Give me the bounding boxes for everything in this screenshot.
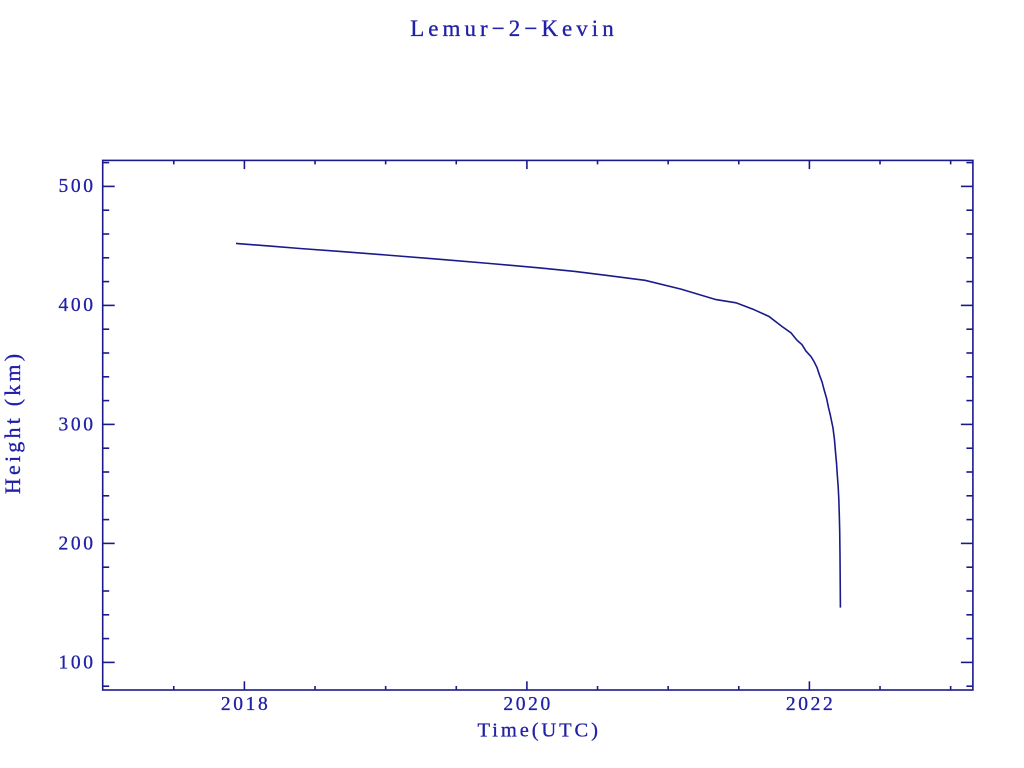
svg-text:2018: 2018 bbox=[221, 694, 270, 715]
svg-text:500: 500 bbox=[59, 176, 96, 197]
svg-text:400: 400 bbox=[59, 295, 96, 316]
svg-text:Time(UTC): Time(UTC) bbox=[478, 720, 601, 742]
svg-text:300: 300 bbox=[59, 414, 96, 435]
svg-text:100: 100 bbox=[59, 652, 96, 673]
svg-text:200: 200 bbox=[59, 533, 96, 554]
svg-text:2020: 2020 bbox=[503, 694, 552, 715]
svg-text:2022: 2022 bbox=[786, 694, 835, 715]
svg-text:Lemur−2−Kevin: Lemur−2−Kevin bbox=[410, 16, 618, 41]
svg-text:Height (km): Height (km) bbox=[0, 351, 25, 494]
